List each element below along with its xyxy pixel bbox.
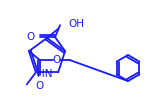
Text: O: O [53,55,61,65]
Text: OH: OH [68,19,84,29]
Text: HN: HN [37,69,52,79]
Text: O: O [27,32,35,42]
Text: O: O [36,81,44,91]
